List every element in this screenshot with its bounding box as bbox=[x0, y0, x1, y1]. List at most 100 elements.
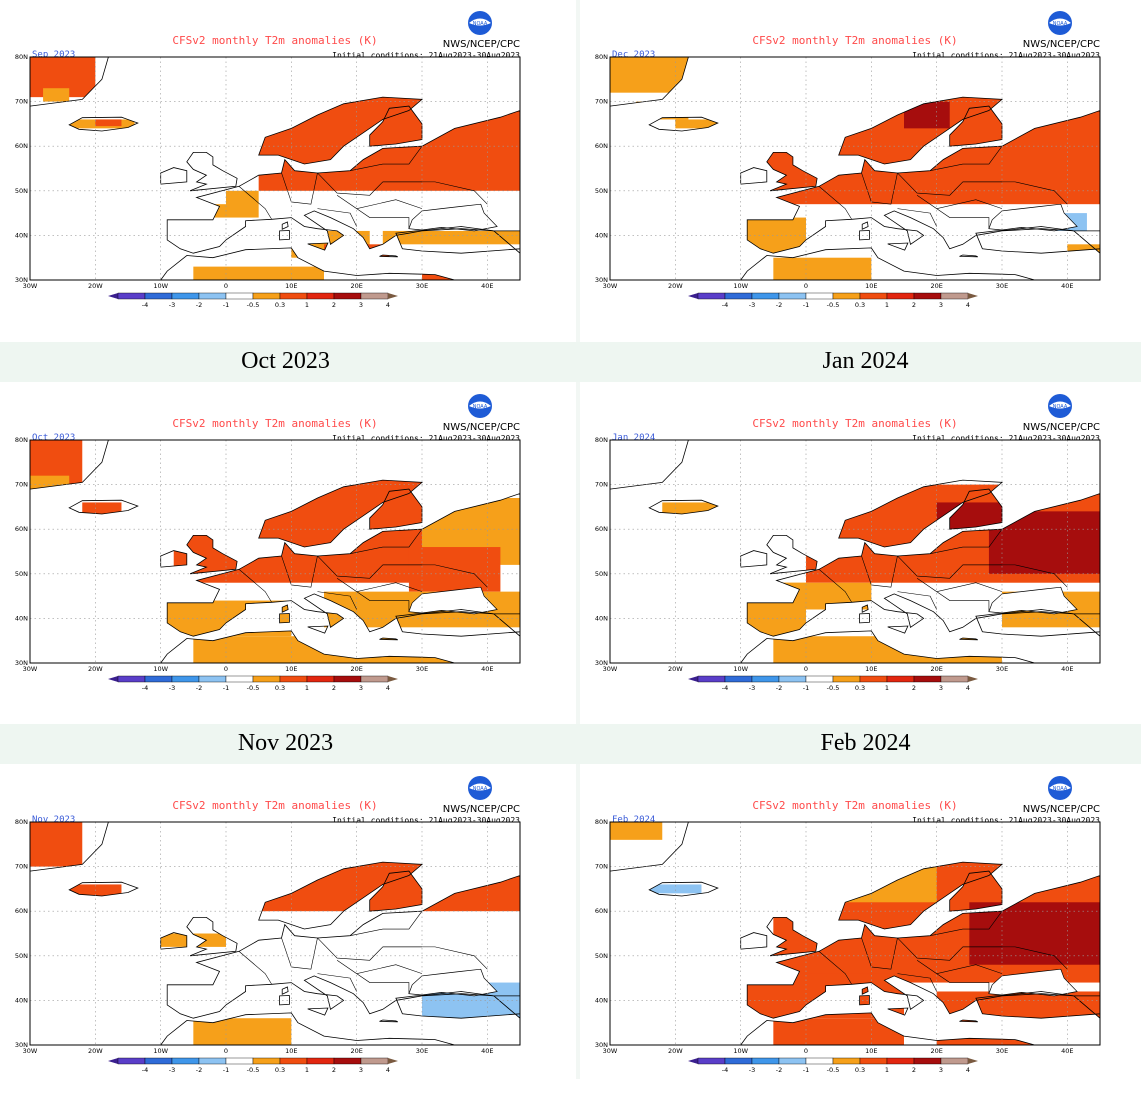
lat-tick-label: 30N bbox=[15, 659, 28, 667]
lon-tick-label: 10W bbox=[733, 1047, 748, 1055]
lon-tick-label: 30E bbox=[416, 1047, 428, 1055]
map-area bbox=[610, 822, 1100, 1045]
map-title: CFSv2 monthly T2m anomalies (K) bbox=[752, 799, 957, 812]
colorbar-tick-label: -2 bbox=[776, 684, 782, 692]
colorbar-tick-label: 0.3 bbox=[855, 684, 865, 692]
lon-tick-label: 30W bbox=[603, 282, 618, 290]
colorbar-tick-label: 4 bbox=[386, 1066, 390, 1074]
lon-tick-label: 10E bbox=[865, 665, 877, 673]
colorbar-tick-label: 2 bbox=[332, 1066, 336, 1074]
agency-label: NWS/NCEP/CPC bbox=[1023, 422, 1100, 433]
colorbar-tick-label: -4 bbox=[142, 301, 148, 309]
coastlines bbox=[30, 57, 520, 280]
lon-tick-label: 10W bbox=[153, 665, 168, 673]
map-svg: CFSv2 monthly T2m anomalies (K) NOAA NWS/N… bbox=[595, 394, 1101, 692]
lon-tick-label: 10W bbox=[733, 282, 748, 290]
lat-tick-label: 50N bbox=[595, 570, 608, 578]
map-panel-sep-2023: CFSv2 monthly T2m anomalies (K) NOAA NWS/N… bbox=[0, 0, 571, 340]
colorbar-tick-label: 0.3 bbox=[855, 1066, 865, 1074]
lon-tick-label: 10W bbox=[153, 282, 168, 290]
lon-tick-label: 0 bbox=[804, 282, 808, 290]
lon-tick-label: 30E bbox=[996, 665, 1008, 673]
month-label: Oct 2023 bbox=[32, 433, 75, 443]
map-frame bbox=[609, 821, 1101, 1046]
agency-label: NWS/NCEP/CPC bbox=[443, 422, 520, 433]
lon-tick-label: 30W bbox=[23, 665, 38, 673]
map-frame bbox=[609, 56, 1101, 281]
lon-tick-label: 10E bbox=[865, 282, 877, 290]
colorbar-tick-label: 3 bbox=[939, 301, 943, 309]
caption-jan-2024: Jan 2024 bbox=[822, 348, 909, 374]
colorbar-tick-label: -0.5 bbox=[827, 684, 840, 692]
map-area bbox=[30, 57, 520, 280]
map-frame bbox=[29, 821, 521, 1046]
lat-tick-label: 80N bbox=[15, 53, 28, 61]
svg-text:NOAA: NOAA bbox=[1053, 21, 1068, 27]
lon-tick-label: 20W bbox=[668, 1047, 683, 1055]
lon-tick-label: 20W bbox=[88, 665, 103, 673]
lon-tick-label: 30E bbox=[416, 665, 428, 673]
initial-conditions: Initial conditions: 21Aug2023-30Aug2023 bbox=[332, 434, 520, 443]
lon-tick-label: 20W bbox=[88, 1047, 103, 1055]
colorbar-tick-label: 3 bbox=[359, 301, 363, 309]
lat-tick-label: 80N bbox=[595, 436, 608, 444]
colorbar-tick-label: -3 bbox=[749, 301, 755, 309]
colorbar-tick-label: 2 bbox=[332, 684, 336, 692]
colorbar-tick-label: -4 bbox=[142, 684, 148, 692]
lat-tick-label: 80N bbox=[595, 53, 608, 61]
lat-tick-label: 70N bbox=[15, 98, 28, 106]
colorbar-tick-label: 4 bbox=[386, 301, 390, 309]
map-frame bbox=[609, 439, 1101, 664]
colorbar-tick-label: 1 bbox=[305, 301, 309, 309]
map-frame bbox=[29, 439, 521, 664]
map-area bbox=[610, 440, 1100, 663]
initial-conditions: Initial conditions: 21Aug2023-30Aug2023 bbox=[912, 816, 1100, 825]
colorbar-tick-label: 0.3 bbox=[275, 301, 285, 309]
lat-tick-label: 70N bbox=[595, 481, 608, 489]
map-svg: CFSv2 monthly T2m anomalies (K) NOAA NWS/N… bbox=[15, 776, 521, 1074]
lat-tick-label: 60N bbox=[15, 525, 28, 533]
colorbar-tick-label: 3 bbox=[939, 1066, 943, 1074]
noaa-logo-icon: NOAA bbox=[468, 11, 492, 35]
colorbar-tick-label: 1 bbox=[305, 1066, 309, 1074]
colorbar: -4 -3 -2 -1 -0.5 0.3 1 2 3 4 bbox=[108, 675, 398, 692]
colorbar-tick-label: 2 bbox=[912, 684, 916, 692]
noaa-logo-icon: NOAA bbox=[468, 776, 492, 800]
colorbar-tick-label: -4 bbox=[722, 1066, 728, 1074]
month-label: Jan 2024 bbox=[612, 433, 655, 443]
colorbar-tick-label: 4 bbox=[966, 684, 970, 692]
map-panel-jan-2024: CFSv2 monthly T2m anomalies (K) NOAA NWS/N… bbox=[580, 383, 1141, 723]
colorbar-tick-label: -3 bbox=[169, 301, 175, 309]
colorbar-tick-label: -0.5 bbox=[827, 301, 840, 309]
caption-oct-2023: Oct 2023 bbox=[241, 348, 330, 374]
lat-tick-label: 40N bbox=[15, 231, 28, 239]
colorbar-tick-label: -3 bbox=[169, 1066, 175, 1074]
lon-tick-label: 40E bbox=[1061, 1047, 1073, 1055]
svg-text:NOAA: NOAA bbox=[473, 786, 488, 792]
lat-tick-label: 70N bbox=[595, 863, 608, 871]
lon-tick-label: 30W bbox=[23, 1047, 38, 1055]
lon-tick-label: 10W bbox=[733, 665, 748, 673]
lat-tick-label: 40N bbox=[15, 614, 28, 622]
lon-tick-label: 20E bbox=[930, 665, 942, 673]
lat-tick-label: 80N bbox=[15, 436, 28, 444]
lat-tick-label: 30N bbox=[595, 276, 608, 284]
colorbar-tick-label: 3 bbox=[939, 684, 943, 692]
lon-tick-label: 20W bbox=[668, 665, 683, 673]
svg-text:NOAA: NOAA bbox=[1053, 404, 1068, 410]
caption-row-1: Oct 2023 Jan 2024 bbox=[0, 342, 1141, 382]
map-title: CFSv2 monthly T2m anomalies (K) bbox=[752, 34, 957, 47]
colorbar-tick-label: -3 bbox=[749, 1066, 755, 1074]
lat-tick-label: 50N bbox=[595, 952, 608, 960]
map-panel-nov-2023: CFSv2 monthly T2m anomalies (K) NOAA NWS/N… bbox=[0, 765, 571, 1105]
lon-tick-label: 20E bbox=[930, 282, 942, 290]
month-label: Nov 2023 bbox=[32, 815, 75, 825]
lon-tick-label: 30W bbox=[603, 1047, 618, 1055]
lon-tick-label: 10E bbox=[285, 1047, 297, 1055]
initial-conditions: Initial conditions: 21Aug2023-30Aug2023 bbox=[912, 434, 1100, 443]
noaa-logo-icon: NOAA bbox=[1048, 776, 1072, 800]
colorbar-tick-label: -2 bbox=[196, 301, 202, 309]
lon-tick-label: 40E bbox=[1061, 665, 1073, 673]
colorbar-tick-label: 4 bbox=[386, 684, 390, 692]
lat-tick-label: 50N bbox=[15, 187, 28, 195]
